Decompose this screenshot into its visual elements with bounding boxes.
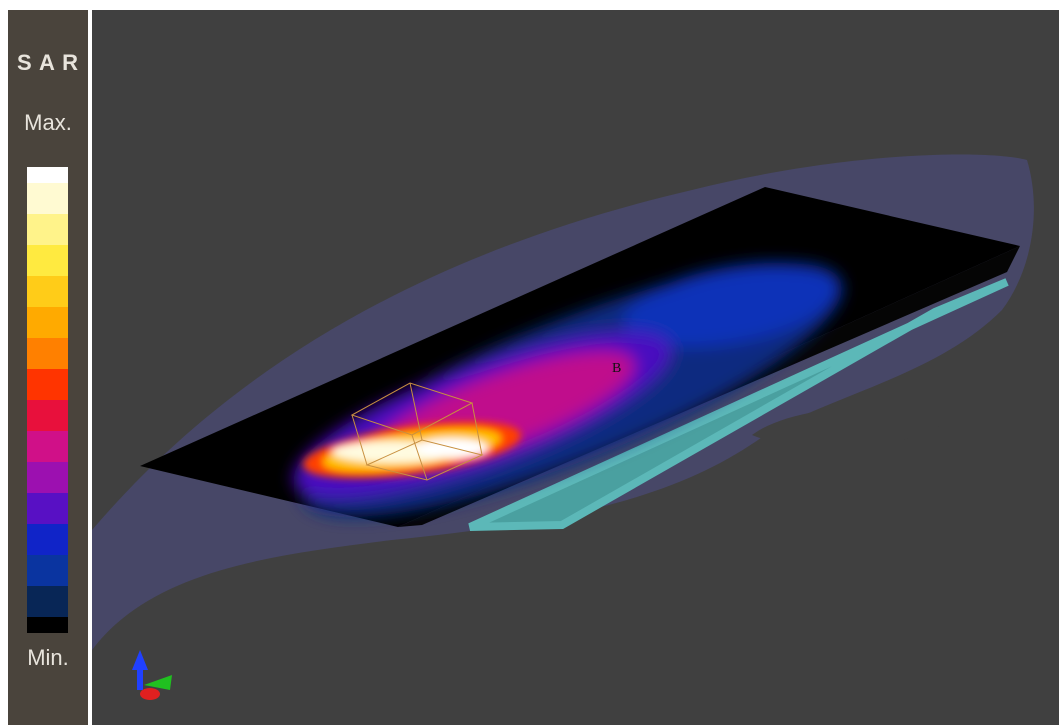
marker-label: B <box>612 361 621 376</box>
color-step <box>27 369 68 400</box>
shape <box>351 414 368 466</box>
color-scale <box>27 167 68 633</box>
min-label: Min. <box>27 645 69 670</box>
color-step <box>27 400 68 431</box>
max-label: Max. <box>24 110 72 135</box>
scene: B <box>92 154 1034 700</box>
color-step <box>27 617 68 633</box>
color-step <box>27 431 68 462</box>
color-step <box>27 307 68 338</box>
color-step <box>27 183 68 214</box>
shape <box>409 382 423 441</box>
color-step <box>27 276 68 307</box>
haze-cut <box>752 405 962 449</box>
axis-triad <box>132 650 172 700</box>
shape <box>132 650 148 670</box>
shape <box>140 688 160 700</box>
shape <box>137 670 143 690</box>
field <box>623 262 841 348</box>
color-step <box>27 245 68 276</box>
sidebar-title: S A R <box>16 50 80 75</box>
shape <box>411 434 428 481</box>
edge <box>468 278 1009 531</box>
color-step <box>27 214 68 245</box>
shape <box>144 675 172 690</box>
probe-box <box>350 382 484 481</box>
color-step <box>27 493 68 524</box>
3d-view: B <box>92 10 1059 725</box>
color-step <box>27 167 68 183</box>
color-step <box>27 462 68 493</box>
sidebar: S A R Max. Min. <box>8 10 88 725</box>
shape <box>471 402 483 456</box>
color-step <box>27 555 68 586</box>
color-step <box>27 524 68 555</box>
color-step <box>27 338 68 369</box>
color-step <box>27 586 68 617</box>
shape <box>303 421 521 479</box>
